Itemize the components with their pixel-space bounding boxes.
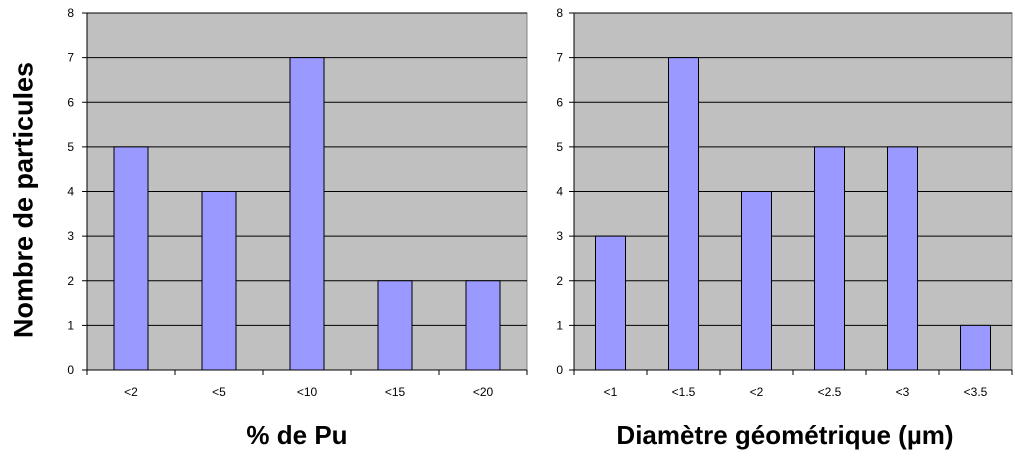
x-tick-label: <20 <box>473 385 494 399</box>
y-tick-label: 0 <box>556 363 563 377</box>
chart-geometric-diameter: 0 1 2 3 4 5 6 7 8 <1 <1.5 <2 <2.5 <3 <3.5 <box>556 6 1013 399</box>
bar <box>668 57 699 371</box>
bar <box>201 191 237 371</box>
bar <box>814 146 845 371</box>
x-tick-label: <2.5 <box>818 385 842 399</box>
y-tick-label: 0 <box>67 363 74 377</box>
x-tick-label: <2 <box>750 385 764 399</box>
x-tick-label: <5 <box>212 385 226 399</box>
y-tick-label: 6 <box>556 95 563 109</box>
x-tick-label: <3.5 <box>964 385 988 399</box>
y-tick-label: 7 <box>556 51 563 65</box>
bar <box>377 280 413 371</box>
y-tick-label: 3 <box>67 229 74 243</box>
bar <box>465 280 501 371</box>
x-tick-label: <3 <box>896 385 910 399</box>
chart-pu-percentage: 0 1 2 3 4 5 6 7 8 <2 <5 <10 <15 <20 <box>67 6 528 399</box>
bar <box>289 57 325 371</box>
y-tick-label: 5 <box>556 140 563 154</box>
bar <box>595 235 626 371</box>
bar <box>887 146 918 371</box>
y-tick-label: 8 <box>556 6 563 20</box>
y-tick-label: 2 <box>67 274 74 288</box>
x-tick-label: <10 <box>297 385 318 399</box>
bar <box>113 146 149 371</box>
y-tick-label: 7 <box>67 51 74 65</box>
bar <box>960 324 991 371</box>
y-tick-label: 2 <box>556 274 563 288</box>
y-tick-label: 1 <box>67 318 74 332</box>
y-tick-label: 5 <box>67 140 74 154</box>
y-tick-label: 8 <box>67 6 74 20</box>
x-tick-label: <1 <box>604 385 618 399</box>
y-tick-label: 4 <box>556 185 563 199</box>
y-tick-label: 3 <box>556 229 563 243</box>
y-tick-label: 4 <box>67 185 74 199</box>
x-tick-label: <1.5 <box>672 385 696 399</box>
y-tick-label: 1 <box>556 318 563 332</box>
x-tick-label: <15 <box>385 385 406 399</box>
x-axis-title-diameter: Diamètre géométrique (µm) <box>616 420 954 450</box>
x-axis-title-pu: % de Pu <box>246 420 348 450</box>
x-tick-label: <2 <box>124 385 138 399</box>
y-tick-label: 6 <box>67 95 74 109</box>
bar <box>741 191 772 371</box>
